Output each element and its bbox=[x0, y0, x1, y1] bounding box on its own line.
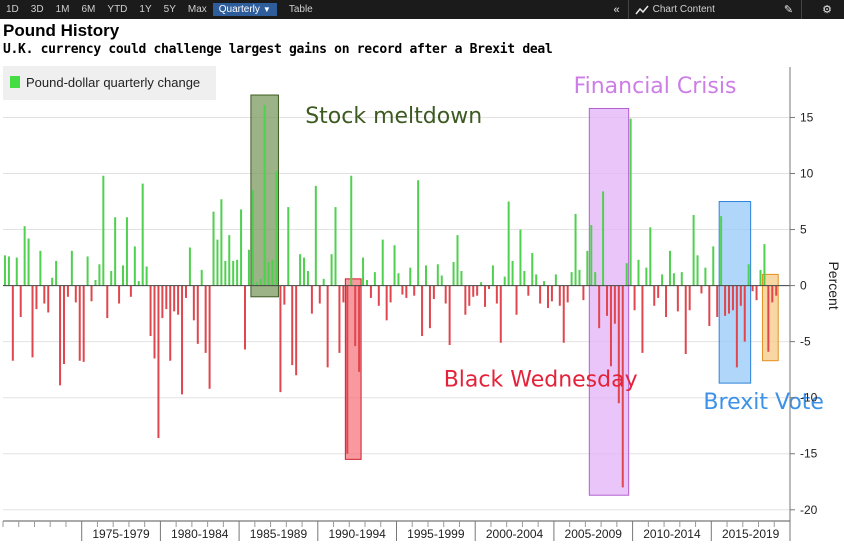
legend-swatch bbox=[10, 76, 20, 88]
y-tick-label: -15 bbox=[800, 447, 818, 461]
range-max-button[interactable]: Max bbox=[187, 4, 207, 15]
legend-label: Pound-dollar quarterly change bbox=[26, 75, 200, 90]
x-tick-label: 2015-2019 bbox=[722, 527, 780, 541]
toolbar-divider-2 bbox=[801, 0, 803, 19]
toolbar-divider bbox=[627, 0, 629, 19]
y-tick-label: 10 bbox=[800, 166, 814, 180]
annotation-label: Black Wednesday bbox=[444, 367, 638, 392]
chart-area: Stock meltdown Black Wednesday Financial C… bbox=[2, 66, 842, 541]
annotation-box bbox=[344, 278, 362, 460]
y-axis-title: Percent bbox=[826, 261, 842, 309]
frequency-dropdown[interactable]: Quarterly ▼ bbox=[212, 3, 277, 16]
y-tick-label: -10 bbox=[800, 391, 818, 405]
y-tick-label: -5 bbox=[800, 335, 811, 349]
x-tick-label: 2000-2004 bbox=[486, 527, 544, 541]
annotation-label: Financial Crisis bbox=[574, 74, 737, 99]
x-tick-label: 1975-1979 bbox=[92, 527, 150, 541]
table-button[interactable]: Table bbox=[288, 4, 313, 15]
y-tick-label: 5 bbox=[800, 223, 807, 237]
range-1m-button[interactable]: 1M bbox=[55, 4, 70, 15]
line-chart-icon bbox=[635, 5, 649, 14]
caret-down-icon: ▼ bbox=[262, 5, 271, 14]
chart-title: Pound History bbox=[3, 21, 120, 40]
y-tick-label: 15 bbox=[800, 110, 814, 124]
x-tick-label: 1980-1984 bbox=[171, 527, 229, 541]
chart-subtitle: U.K. currency could challenge largest ga… bbox=[3, 42, 553, 57]
annotation-box bbox=[718, 201, 752, 384]
x-tick-label: 1995-1999 bbox=[407, 527, 465, 541]
chart-content-label: Chart Content bbox=[652, 4, 715, 15]
double-chevron-left-icon[interactable]: « bbox=[613, 3, 620, 16]
annotation-label: Brexit Vote bbox=[703, 390, 824, 415]
range-1d-button[interactable]: 1D bbox=[6, 4, 19, 15]
range-1y-button[interactable]: 1Y bbox=[139, 4, 152, 15]
frequency-label: Quarterly bbox=[218, 4, 260, 15]
range-5y-button[interactable]: 5Y bbox=[163, 4, 176, 15]
x-tick-label: 2010-2014 bbox=[643, 527, 701, 541]
annotation-label: Stock meltdown bbox=[305, 104, 482, 129]
gear-icon[interactable]: ⚙ bbox=[822, 4, 832, 16]
chart-content-button[interactable]: Chart Content bbox=[629, 4, 721, 15]
chart-toolbar: 1D 3D 1M 6M YTD 1Y 5Y Max Quarterly ▼ Tab… bbox=[0, 0, 844, 19]
range-6m-button[interactable]: 6M bbox=[81, 4, 96, 15]
x-tick-label: 1985-1989 bbox=[250, 527, 308, 541]
range-3d-button[interactable]: 3D bbox=[30, 4, 44, 15]
y-tick-label: 0 bbox=[800, 279, 807, 293]
range-ytd-button[interactable]: YTD bbox=[107, 4, 128, 15]
x-tick-label: 1990-1994 bbox=[328, 527, 386, 541]
annotation-box bbox=[761, 273, 779, 362]
edit-icon[interactable]: ✎ bbox=[783, 4, 794, 16]
x-tick-label: 2005-2009 bbox=[565, 527, 623, 541]
legend-box bbox=[3, 66, 216, 100]
y-tick-label: -20 bbox=[800, 503, 818, 517]
